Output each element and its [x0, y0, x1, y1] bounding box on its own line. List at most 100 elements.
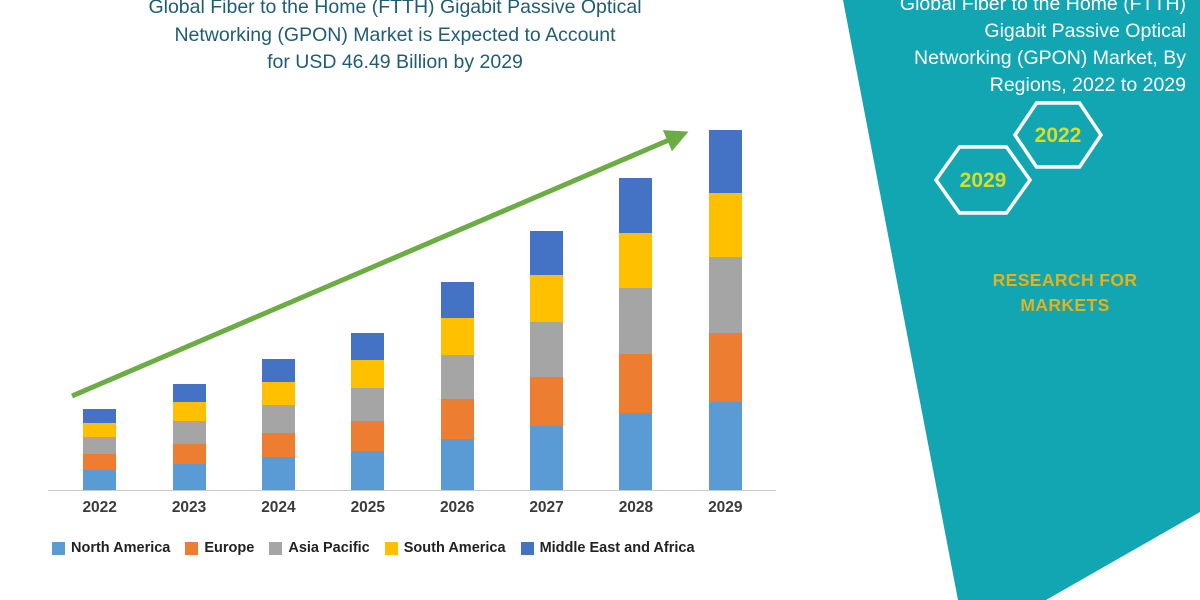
legend-label: Middle East and Africa	[539, 540, 695, 556]
bar-segment-europe	[172, 443, 206, 464]
legend-item: Europe	[185, 540, 254, 556]
legend-swatch	[520, 541, 534, 555]
bar-segment-north-america	[172, 463, 206, 490]
bar-segment-asia-pacific	[440, 355, 474, 400]
legend-label: Asia Pacific	[288, 540, 370, 556]
text-line: Networking (GPON) Market, By	[914, 47, 1186, 69]
bar-segment-middle-east-and-africa	[351, 333, 385, 360]
bar-segment-north-america	[619, 413, 653, 490]
legend-label: North America	[71, 540, 171, 556]
bar-column-2028	[591, 118, 680, 490]
hexagon-2022-shape	[1012, 101, 1104, 169]
stacked-bar	[619, 178, 653, 490]
legend-label: South America	[403, 540, 506, 556]
text-line: Regions, 2022 to 2029	[989, 74, 1186, 96]
bar-segment-north-america	[261, 457, 295, 490]
bar-segment-europe	[708, 333, 742, 403]
text-line: Global Fiber to the Home (FTTH) Gigabit …	[148, 0, 642, 18]
text-line: MARKETS	[1020, 295, 1110, 315]
right-panel-title: Global Fiber to the Home (FTTH) Gigabit P…	[866, 0, 1186, 99]
trend-arrow-icon	[71, 130, 689, 399]
hexagon-2029-shape	[933, 145, 1033, 215]
bar-segment-south-america	[261, 381, 295, 405]
bar-segment-south-america	[440, 317, 474, 356]
text-line: RESEARCH FOR	[992, 270, 1138, 290]
bar-segment-south-america	[619, 232, 653, 288]
stacked-bar	[530, 231, 564, 490]
bar-segment-middle-east-and-africa	[83, 408, 117, 423]
stacked-bar-chart	[55, 118, 770, 490]
bar-segment-asia-pacific	[261, 404, 295, 433]
bar-segment-asia-pacific	[172, 421, 206, 444]
bar-segment-middle-east-and-africa	[530, 231, 564, 276]
chart-legend: North America Europe Asia Pacific South Ame…	[52, 540, 792, 556]
bar-segment-south-america	[530, 275, 564, 322]
bar-segment-south-america	[708, 193, 742, 257]
bar-segment-asia-pacific	[83, 437, 117, 455]
bar-segment-north-america	[351, 451, 385, 490]
stacked-bar	[708, 129, 742, 490]
legend-item: South America	[384, 540, 506, 556]
bar-column-2024	[234, 118, 323, 490]
legend-swatch	[269, 541, 283, 555]
x-axis-label: 2028	[618, 499, 654, 516]
bar-segment-middle-east-and-africa	[708, 129, 742, 194]
bar-column-2026	[413, 118, 502, 490]
bar-segment-south-america	[83, 422, 117, 438]
bar-column-2023	[144, 118, 233, 490]
x-axis-label: 2024	[261, 499, 296, 516]
legend-label: Europe	[204, 540, 255, 556]
legend-item: Middle East and Africa	[520, 540, 695, 556]
x-axis-labels: 2022 2023 2024 2025 2026 2027 2028 2029	[55, 499, 770, 517]
bar-segment-middle-east-and-africa	[261, 359, 295, 382]
x-axis-label: 2025	[350, 499, 386, 516]
right-teal-panel: Global Fiber to the Home (FTTH) Gigabit P…	[843, 0, 1200, 600]
x-axis-label: 2023	[171, 499, 207, 516]
x-axis-label: 2027	[529, 499, 564, 516]
bar-segment-europe	[530, 376, 564, 427]
brand-text: RESEARCH FOR MARKETS	[960, 268, 1170, 318]
hexagon-year-2029: 2029	[960, 169, 1007, 192]
bar-segment-asia-pacific	[708, 256, 742, 334]
bar-segment-north-america	[83, 469, 117, 490]
bar-column-2027	[502, 118, 591, 490]
legend-swatch	[52, 541, 65, 555]
text-line: Networking (GPON) Market is Expected to …	[174, 23, 616, 46]
x-axis-label: 2022	[82, 499, 117, 516]
bar-segment-europe	[261, 432, 295, 458]
x-axis-label: 2029	[708, 499, 743, 516]
legend-item: North America	[52, 540, 170, 556]
legend-item: Asia Pacific	[269, 540, 370, 556]
bar-segment-south-america	[172, 401, 206, 422]
hexagon-year-2022: 2022	[1035, 124, 1082, 147]
text-line: Gigabit Passive Optical	[984, 20, 1186, 42]
bar-segment-north-america	[708, 402, 742, 490]
stacked-bar	[440, 282, 474, 490]
bar-segment-europe	[619, 353, 653, 414]
bar-segment-asia-pacific	[619, 287, 653, 354]
legend-swatch	[384, 541, 398, 555]
x-axis-line	[48, 490, 776, 491]
bar-segment-europe	[440, 399, 474, 439]
bar-segment-north-america	[440, 438, 474, 490]
text-line: for USD 46.49 Billion by 2029	[267, 51, 523, 73]
bar-segment-middle-east-and-africa	[172, 383, 206, 402]
chart-title: Global Fiber to the Home (FTTH) Gigabit …	[30, 0, 760, 77]
x-axis-label: 2026	[439, 499, 475, 516]
stacked-bar	[172, 383, 206, 490]
stacked-bar	[351, 333, 385, 490]
bar-column-2029	[681, 118, 770, 490]
bar-segment-middle-east-and-africa	[440, 282, 474, 318]
bar-segment-asia-pacific	[530, 321, 564, 377]
bar-segment-middle-east-and-africa	[619, 178, 653, 233]
bar-column-2022	[55, 118, 144, 490]
stacked-bar	[261, 359, 295, 490]
bar-segment-asia-pacific	[351, 387, 385, 422]
bar-column-2025	[323, 118, 412, 490]
year-hexagons: 2022 2029	[933, 101, 1104, 215]
bar-segment-north-america	[530, 426, 564, 490]
bar-segment-europe	[351, 421, 385, 452]
stacked-bar	[83, 408, 117, 490]
bar-segment-south-america	[351, 359, 385, 388]
